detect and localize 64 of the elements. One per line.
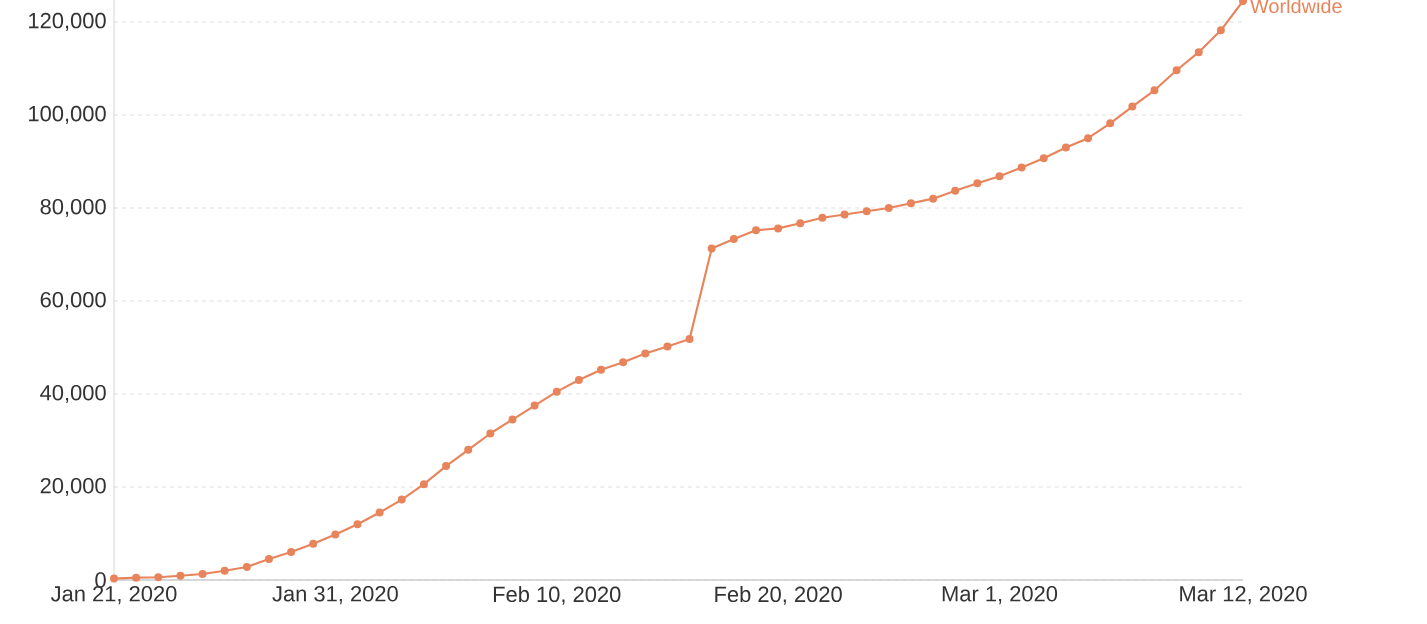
x-tick-label: Jan 21, 2020 <box>50 586 177 605</box>
point <box>110 574 118 583</box>
point <box>309 539 318 548</box>
point <box>641 349 650 358</box>
point <box>442 462 451 471</box>
y-tick-label: 0 <box>95 572 106 588</box>
point <box>774 224 783 233</box>
point <box>951 186 960 195</box>
point <box>884 203 893 212</box>
point <box>574 376 583 385</box>
point <box>1084 134 1093 143</box>
point <box>1150 86 1159 95</box>
point <box>464 445 473 454</box>
point <box>176 571 185 580</box>
point <box>1061 143 1070 152</box>
point <box>619 358 628 367</box>
point <box>1017 163 1026 172</box>
point <box>1194 48 1203 57</box>
y-tick-label: 40,000 <box>40 384 106 404</box>
y-tick-label: 100,000 <box>29 105 106 124</box>
point <box>1128 102 1137 111</box>
point <box>1216 26 1225 35</box>
x-tick-label: Feb 20, 2020 <box>715 586 842 605</box>
y-tick-label: 120,000 <box>29 12 106 31</box>
point <box>1106 119 1115 128</box>
point <box>973 179 982 188</box>
point <box>486 429 495 438</box>
point <box>597 365 606 374</box>
point <box>796 219 805 228</box>
point <box>375 508 384 517</box>
point <box>419 480 428 489</box>
x-tick-label: Mar 1, 2020 <box>942 586 1058 605</box>
point <box>752 226 760 235</box>
point <box>508 415 517 424</box>
x-tick-label: Mar 12, 2020 <box>1180 586 1307 605</box>
point <box>264 555 273 564</box>
point <box>132 573 141 582</box>
y-tick-label: 80,000 <box>40 198 106 217</box>
point <box>198 569 207 578</box>
point <box>287 548 296 557</box>
x-tick-label: Jan 31, 2020 <box>272 586 398 605</box>
point <box>685 335 694 344</box>
point <box>663 342 672 351</box>
point <box>242 562 251 571</box>
point <box>154 573 163 582</box>
point <box>397 495 406 504</box>
y-tick-label: 60,000 <box>40 291 106 311</box>
point <box>530 401 539 410</box>
point <box>1039 154 1048 163</box>
point <box>862 207 871 216</box>
point <box>929 194 938 203</box>
x-tick-label: Feb 10, 2020 <box>493 586 621 605</box>
point <box>353 520 362 529</box>
point <box>840 210 849 219</box>
point <box>707 244 716 253</box>
point <box>220 566 229 575</box>
point <box>906 199 915 208</box>
point <box>552 387 561 396</box>
point <box>995 172 1004 181</box>
y-tick-label: 20,000 <box>40 477 106 497</box>
point <box>729 235 738 244</box>
point <box>331 530 340 539</box>
point <box>1172 66 1181 75</box>
point <box>818 213 827 222</box>
